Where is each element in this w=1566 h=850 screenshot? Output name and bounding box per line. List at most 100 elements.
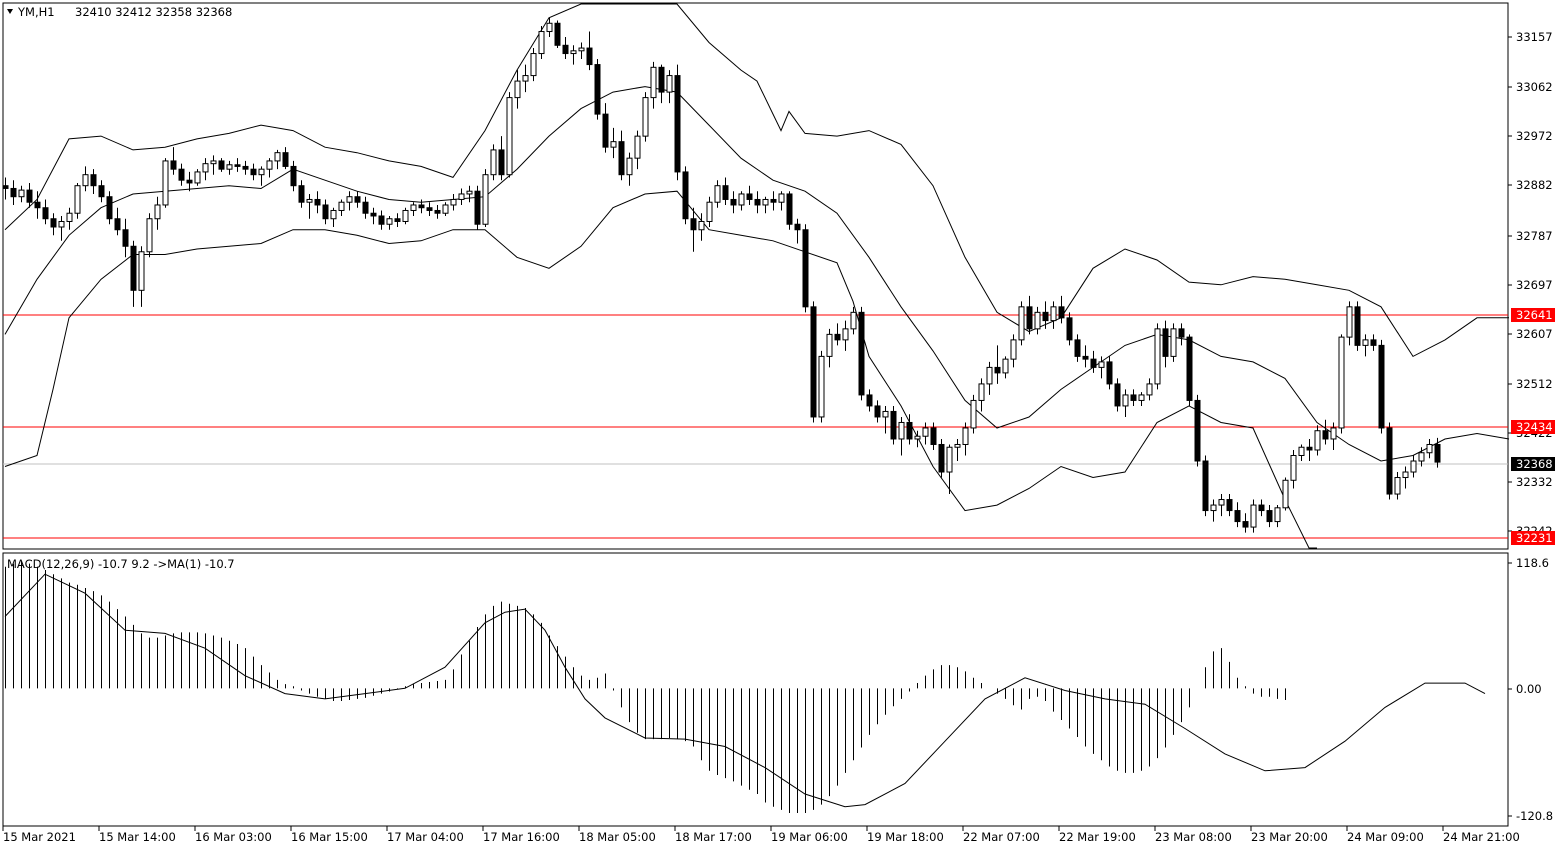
candle	[1306, 438, 1313, 462]
bid-price-text: 32368	[1516, 457, 1553, 471]
candle-body-bear	[2, 185, 9, 189]
level-tag-32231[interactable]	[1511, 531, 1555, 545]
candle	[210, 155, 217, 175]
candle	[1226, 494, 1233, 517]
candle-body-bear	[90, 174, 97, 187]
candle	[1026, 295, 1033, 335]
candle	[946, 444, 953, 495]
candle-body-bull	[74, 185, 81, 214]
candle-body-bear	[746, 193, 753, 200]
candle	[314, 191, 321, 214]
candle	[1034, 306, 1041, 335]
candle	[874, 400, 881, 423]
candle-body-bear	[1354, 306, 1361, 346]
candle-body-bear	[586, 47, 593, 66]
candle-body-bull	[402, 209, 409, 222]
time-label: 22 Mar 19:00	[1059, 830, 1136, 844]
candle-body-bear	[1026, 306, 1033, 330]
candle-body-bear	[834, 333, 841, 341]
candle	[530, 48, 537, 82]
macd-label: MACD(12,26,9) -10.7 9.2 ->MA(1) -10.7	[7, 557, 235, 571]
candle-body-bear	[858, 311, 865, 396]
candle-body-bull	[986, 366, 993, 385]
candle	[970, 394, 977, 434]
candle	[514, 70, 521, 109]
candle	[602, 103, 609, 153]
candle-body-bull	[1346, 306, 1353, 338]
level-tag-32641[interactable]	[1511, 308, 1555, 322]
ohlc-values: 32410 32412 32358 32368	[75, 5, 232, 19]
candle-body-bull	[58, 220, 65, 228]
candle-body-bull	[1210, 504, 1217, 512]
candle-body-bear	[1082, 355, 1089, 360]
candle-body-bull	[1010, 339, 1017, 360]
candle-body-bear	[178, 168, 185, 181]
candle-body-bear	[242, 165, 249, 170]
candle-body-bull	[842, 328, 849, 341]
candle	[786, 191, 793, 230]
candle-body-bull	[626, 157, 633, 176]
candle	[498, 136, 505, 181]
candle	[266, 158, 273, 178]
candle-body-bull	[1034, 311, 1041, 330]
candle	[394, 213, 401, 227]
candle-body-bull	[210, 160, 217, 165]
candle-body-bear	[554, 22, 561, 46]
candle	[42, 199, 49, 225]
candle-body-bull	[466, 190, 473, 195]
bid-price-tag	[1511, 457, 1555, 471]
candle-body-bull	[1154, 328, 1161, 385]
price-panel	[2, 2, 1509, 550]
candle-body-bear	[1178, 328, 1185, 338]
bollinger-middle-line	[4, 86, 1510, 462]
candle-body-bull	[1418, 452, 1425, 462]
candle-body-bull	[514, 80, 521, 99]
candle	[1394, 472, 1401, 500]
candle-body-bull	[898, 421, 905, 440]
candle	[850, 306, 857, 335]
candle-body-bear	[186, 179, 193, 184]
candle	[714, 180, 721, 208]
candle-body-bull	[762, 198, 769, 206]
bollinger-lower-line	[4, 190, 1317, 549]
candle-body-bear	[218, 160, 225, 170]
candle-body-bear	[10, 187, 17, 198]
candle	[626, 152, 633, 186]
symbol-dropdown-icon[interactable]	[7, 9, 13, 14]
candle	[194, 169, 201, 186]
time-label: 19 Mar 06:00	[771, 830, 848, 844]
candle	[66, 207, 73, 230]
candle-body-bull	[882, 410, 889, 418]
candle	[722, 177, 729, 205]
candle	[1058, 295, 1065, 324]
time-label: 23 Mar 20:00	[1251, 830, 1328, 844]
candle	[1378, 339, 1385, 434]
level-tag-32434[interactable]	[1511, 420, 1555, 434]
candle	[1346, 301, 1353, 346]
candle-body-bear	[418, 204, 425, 209]
candle	[90, 169, 97, 194]
candle-body-bull	[346, 196, 353, 203]
candle	[1218, 494, 1225, 517]
candle	[538, 26, 545, 60]
candle-body-bull	[202, 163, 209, 173]
candle-body-bear	[234, 164, 241, 167]
candle	[634, 130, 641, 170]
candle-body-bear	[362, 201, 369, 214]
candle	[810, 301, 817, 423]
candle	[986, 361, 993, 395]
macd-histogram	[5, 561, 1286, 814]
candle-body-bull	[82, 174, 89, 187]
price-tick: 32512	[1516, 377, 1553, 391]
candle-body-bear	[1114, 383, 1121, 407]
candle-body-bull	[330, 209, 337, 220]
candle	[218, 158, 225, 172]
candle-body-bear	[1130, 394, 1137, 401]
candle-body-bear	[314, 198, 321, 206]
candle	[186, 171, 193, 192]
candle-body-bear	[498, 149, 505, 176]
candle	[98, 180, 105, 203]
candle	[546, 17, 553, 38]
candle	[442, 202, 449, 216]
